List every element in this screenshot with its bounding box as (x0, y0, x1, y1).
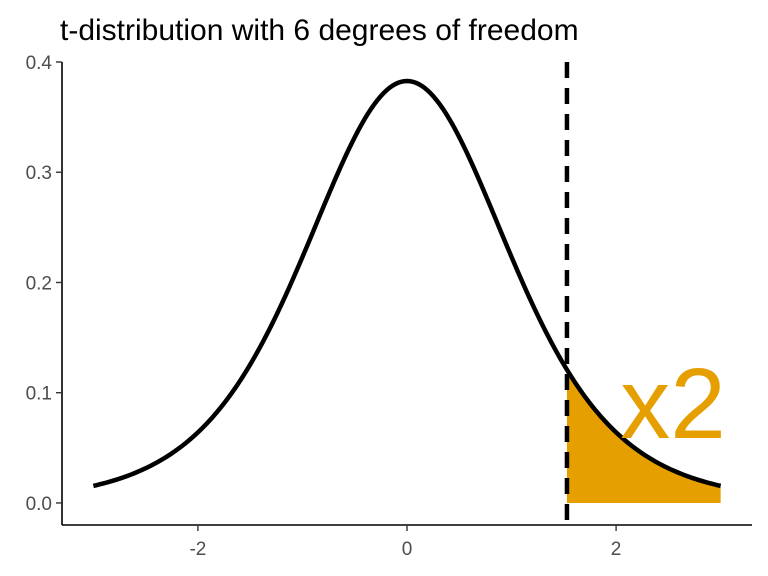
chart-title: t-distribution with 6 degrees of freedom (60, 14, 579, 47)
y-tick-label: 0.2 (26, 273, 52, 294)
y-tick-label: 0.0 (26, 494, 52, 515)
x-tick-label: 2 (611, 539, 622, 560)
y-tick-label: 0.1 (26, 384, 52, 405)
x-tick-label: 0 (402, 539, 413, 560)
multiplier-annotation: x2 (620, 348, 726, 460)
y-tick-label: 0.4 (26, 53, 53, 74)
density-curve (92, 78, 722, 489)
shaded-tail-area (566, 369, 721, 503)
plot-area: -2 0 2 0.0 0.1 0.2 0.3 0.4 (26, 53, 752, 560)
x-tick-label: -2 (189, 539, 206, 560)
y-tick-label: 0.3 (26, 163, 52, 184)
